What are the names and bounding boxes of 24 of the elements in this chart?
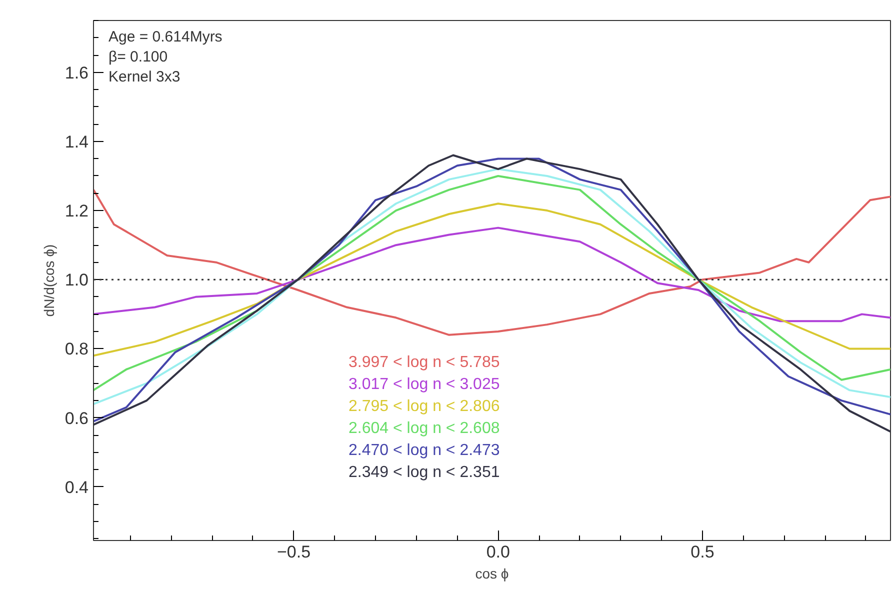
line-series bbox=[94, 226, 890, 322]
text: 3.017 < log n < 3.025 bbox=[348, 376, 500, 393]
series-label: 3.997 < log n < 5.785 bbox=[348, 354, 500, 371]
annotation: Age = 0.614Myrs bbox=[108, 28, 222, 46]
x-tick-label: 0.5 bbox=[690, 542, 714, 562]
x-axis-title: cos ϕ bbox=[475, 566, 509, 582]
x-tick-label: 0.0 bbox=[486, 542, 510, 562]
y-tick-label: 1.6 bbox=[64, 63, 89, 82]
text: 2.349 < log n < 2.351 bbox=[348, 464, 500, 481]
line-series bbox=[94, 202, 890, 357]
y-tick-label: 0.4 bbox=[64, 478, 89, 497]
y-axis-title: dN/d(cos ϕ) bbox=[40, 244, 57, 317]
annotation: Kernel 3x3 bbox=[108, 68, 180, 86]
text: 2.604 < log n < 2.608 bbox=[348, 420, 500, 437]
annotation: β= 0.100 bbox=[108, 48, 168, 66]
y-tick-label: 0.8 bbox=[64, 340, 89, 359]
y-tick-label: 1.2 bbox=[64, 202, 89, 221]
y-tick-label: 1.4 bbox=[64, 132, 89, 152]
y-tick-label: 1.0 bbox=[64, 270, 89, 290]
x-tick-label: −0.5 bbox=[276, 542, 311, 562]
line-series bbox=[94, 188, 890, 336]
text: 2.470 < log n < 2.473 bbox=[348, 442, 500, 459]
y-tick-label: 0.6 bbox=[64, 408, 89, 428]
text: 2.795 < log n < 2.806 bbox=[348, 398, 500, 415]
